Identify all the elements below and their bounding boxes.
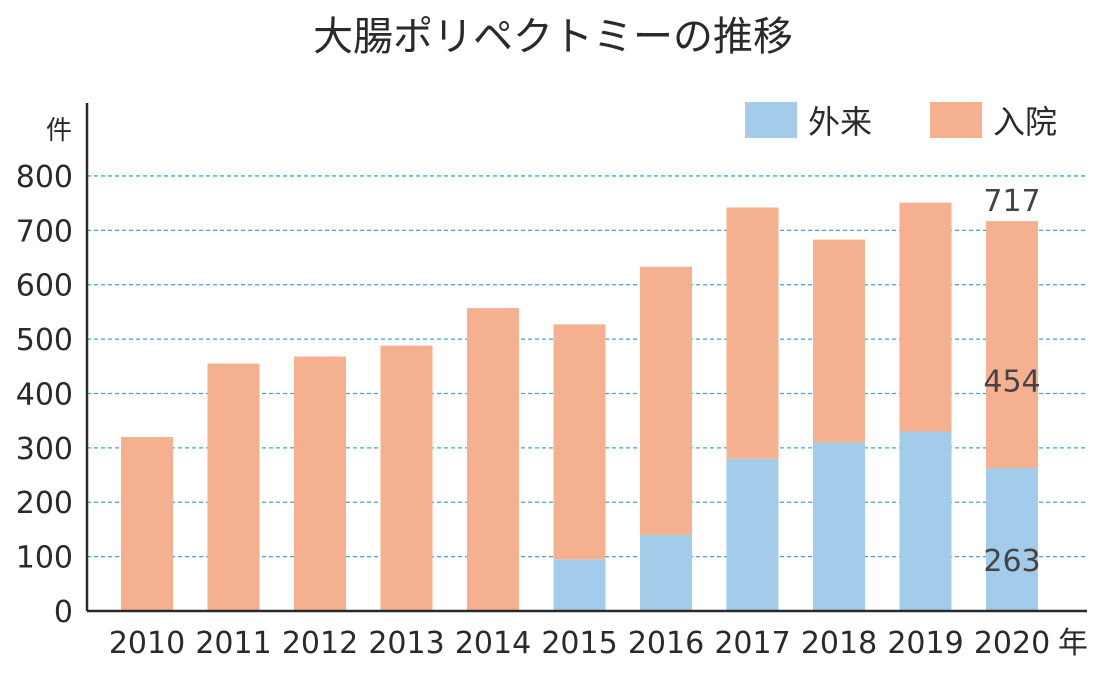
y-tick-label: 500 xyxy=(16,323,73,358)
x-tick-label: 2011 xyxy=(195,626,271,661)
y-tick-label: 800 xyxy=(16,160,73,195)
data-labels: 263 454 717 xyxy=(983,184,1040,579)
bar-segment xyxy=(726,458,779,611)
bar-segment xyxy=(121,436,173,611)
bar-segment xyxy=(553,559,606,611)
bar-segment xyxy=(899,202,952,432)
x-tick-label: 2020 xyxy=(974,626,1050,661)
x-tick-label: 2013 xyxy=(368,626,444,661)
x-tick-label: 2014 xyxy=(455,626,531,661)
x-tick-label: 2012 xyxy=(282,626,358,661)
bar-segment xyxy=(553,324,606,560)
bar-segment xyxy=(467,308,519,611)
y-tick-label: 600 xyxy=(16,269,73,304)
legend: 外来 入院 xyxy=(745,102,1057,141)
x-tick-label: 2019 xyxy=(887,626,963,661)
bar-segment xyxy=(899,431,952,611)
x-tick-label: 2018 xyxy=(801,626,877,661)
x-tick-label: 2015 xyxy=(541,626,617,661)
bar-segment xyxy=(640,266,692,535)
bar-segment xyxy=(813,442,865,611)
x-tick-label: 2017 xyxy=(714,626,790,661)
y-tick-label: 700 xyxy=(16,214,73,249)
x-tick-labels: 2010 2011 2012 2013 2014 2015 2016 2017 2018 2019… xyxy=(109,626,1050,661)
x-axis-unit: 年 xyxy=(1058,626,1088,661)
y-tick-label: 300 xyxy=(16,432,73,467)
data-label: 263 xyxy=(983,544,1040,579)
bar-segment xyxy=(294,356,346,611)
x-tick-label: 2016 xyxy=(628,626,704,661)
chart-title: 大腸ポリペクトミーの推移 xyxy=(313,14,793,60)
y-axis-unit: 件 xyxy=(46,116,72,146)
bar-segment xyxy=(986,467,1038,611)
x-tick-label: 2010 xyxy=(109,626,185,661)
y-tick-label: 100 xyxy=(16,541,73,576)
legend-label: 入院 xyxy=(993,103,1057,141)
y-tick-label: 400 xyxy=(16,377,73,412)
bars xyxy=(121,202,1038,611)
data-label: 717 xyxy=(983,184,1040,219)
bar-segment xyxy=(380,345,433,611)
bar-segment xyxy=(726,207,779,459)
legend-swatch xyxy=(930,102,982,138)
y-tick-label: 0 xyxy=(54,595,73,630)
bar-segment xyxy=(813,239,865,443)
y-tick-labels: 0 100 200 300 400 500 600 700 800 xyxy=(16,160,73,630)
legend-swatch xyxy=(745,102,797,138)
bar-segment xyxy=(207,363,260,611)
bar-segment xyxy=(640,534,692,611)
axes xyxy=(85,103,1087,613)
y-tick-label: 200 xyxy=(16,486,73,521)
data-label: 454 xyxy=(983,365,1040,400)
bar-segment xyxy=(986,221,1038,468)
legend-label: 外来 xyxy=(808,103,872,141)
